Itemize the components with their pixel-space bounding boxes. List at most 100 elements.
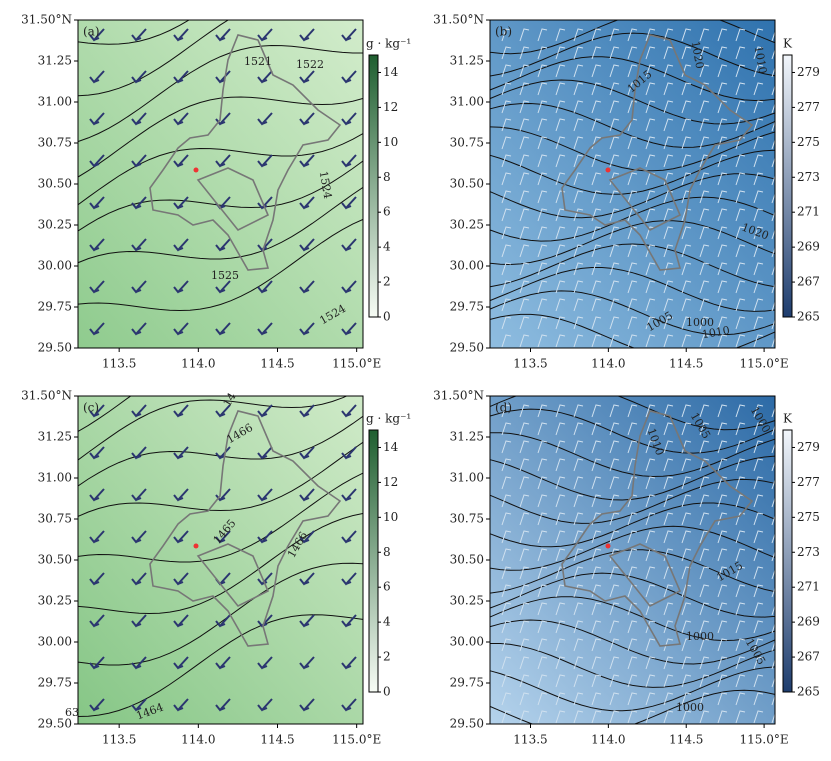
wind-barb	[215, 698, 231, 712]
wind-barb	[609, 118, 620, 132]
wind-barb	[537, 512, 548, 526]
y-tick-label: 31.50°N	[433, 13, 484, 27]
y-tick-label: 31.50°N	[21, 13, 72, 27]
wind-barb	[681, 28, 692, 42]
wind-barb	[299, 154, 315, 168]
wind-barb	[609, 440, 620, 454]
y-tick-label: 31.00	[450, 95, 484, 109]
wind-barb	[645, 440, 656, 454]
wind-barb	[519, 530, 530, 544]
contour-line	[490, 56, 775, 102]
wind-barb	[555, 710, 566, 724]
wind-barb	[519, 298, 530, 312]
wind-barb	[173, 446, 189, 460]
wind-barb	[591, 602, 602, 616]
wind-barb	[555, 404, 566, 418]
wind-barb	[131, 656, 147, 670]
colorbar-tick-label: 265	[797, 310, 820, 324]
wind-barb	[591, 656, 602, 670]
wind-barb	[299, 614, 315, 628]
contour-line	[490, 267, 775, 312]
wind-barb	[501, 620, 512, 634]
wind-barb	[717, 262, 728, 276]
wind-barb	[699, 118, 710, 132]
wind-barb	[131, 698, 147, 712]
wind-barb	[257, 28, 273, 42]
wind-barb	[537, 548, 548, 562]
x-tick-label: 115.0°E	[740, 733, 789, 747]
wind-barb	[89, 656, 105, 670]
colorbar-tick-label: 4	[383, 240, 391, 254]
y-tick-label: 31.00	[38, 471, 72, 485]
contour-line	[490, 478, 775, 524]
contour-line	[78, 441, 363, 517]
wind-barb	[89, 112, 105, 126]
wind-barb	[609, 334, 620, 348]
colorbar	[782, 54, 793, 318]
y-tick-label: 31.25	[450, 54, 484, 68]
contour-line	[490, 243, 775, 288]
wind-barb	[645, 280, 656, 294]
wind-barb	[717, 280, 728, 294]
wind-barb	[609, 458, 620, 472]
wind-barb	[519, 334, 530, 348]
wind-barb	[663, 316, 674, 330]
wind-barb	[717, 208, 728, 222]
wind-barb	[341, 446, 357, 460]
wind-barb	[257, 280, 273, 294]
wind-barb	[299, 28, 315, 42]
wind-barb	[591, 244, 602, 258]
wind-barb	[609, 46, 620, 60]
wind-barb	[681, 584, 692, 598]
wind-barb	[537, 494, 548, 508]
wind-barb	[609, 262, 620, 276]
wind-barb	[591, 494, 602, 508]
wind-barb	[771, 532, 775, 544]
wind-barb	[299, 446, 315, 460]
colorbar-tick-label: 6	[383, 580, 391, 594]
wind-barb	[537, 710, 548, 724]
wind-barb	[699, 476, 710, 490]
contour-label: 1020	[689, 40, 707, 70]
wind-barb	[555, 674, 566, 688]
wind-barb	[717, 82, 728, 96]
wind-barb	[501, 548, 512, 562]
city-boundary	[561, 34, 754, 271]
panel-label: (a)	[83, 25, 100, 39]
wind-barb	[299, 238, 315, 252]
wind-barb	[645, 82, 656, 96]
wind-barb	[771, 622, 775, 634]
wind-barb	[771, 102, 775, 114]
map-panel	[490, 396, 775, 724]
wind-barb	[735, 82, 746, 96]
wind-barb	[131, 572, 147, 586]
colorbar-tick-label: 8	[383, 170, 391, 184]
wind-barb	[735, 422, 746, 436]
wind-barb	[257, 404, 273, 418]
wind-barb	[341, 614, 357, 628]
wind-barb	[591, 674, 602, 688]
wind-barb	[537, 440, 548, 454]
wind-barb	[519, 494, 530, 508]
wind-barb	[645, 208, 656, 222]
wind-barb	[299, 404, 315, 418]
y-tick-label: 30.00	[38, 635, 72, 649]
wind-barb	[555, 566, 566, 580]
wind-barb	[627, 656, 638, 670]
panel-label: (b)	[495, 25, 512, 39]
wind-barb	[717, 710, 728, 724]
contour-line	[490, 549, 775, 594]
wind-barb	[215, 404, 231, 418]
x-tick-label: 114.0	[591, 733, 625, 747]
wind-barb	[735, 172, 746, 186]
wind-barb	[131, 404, 147, 418]
wind-barb	[519, 602, 530, 616]
wind-barb	[573, 334, 584, 348]
wind-barb	[591, 334, 602, 348]
y-tick-label: 30.75	[38, 512, 72, 526]
wind-barb	[645, 64, 656, 78]
contour-line	[490, 102, 775, 148]
wind-barb	[501, 638, 512, 652]
wind-barb	[573, 46, 584, 60]
wind-barb	[573, 190, 584, 204]
